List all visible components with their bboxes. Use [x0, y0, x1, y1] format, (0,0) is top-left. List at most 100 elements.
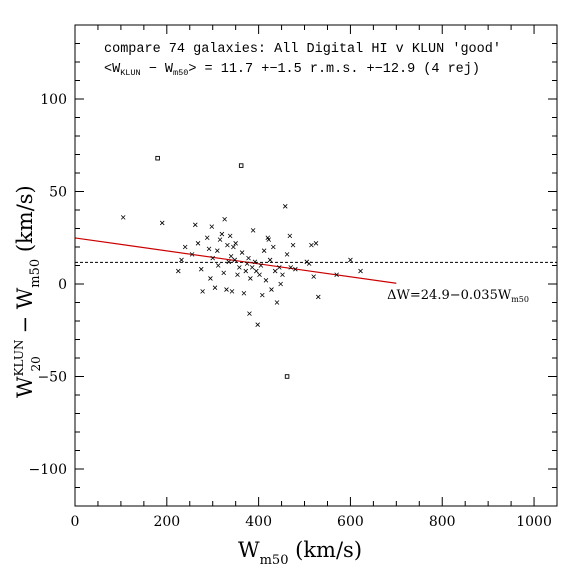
y-label-unit: (km/s)	[13, 185, 37, 259]
title2-close: > = 11.7 +−1.5 r.m.s. +−12.9 (4 rej)	[188, 62, 480, 77]
data-point	[231, 244, 236, 250]
title2-open: <W	[104, 62, 121, 77]
data-point	[313, 241, 319, 246]
data-point	[159, 220, 165, 226]
data-point	[243, 268, 249, 274]
data-point	[248, 276, 253, 281]
data-point	[247, 311, 252, 316]
data-point	[263, 278, 269, 283]
data-point	[260, 292, 265, 298]
fit-label-prefix: ΔW=24.9−0.035W	[387, 288, 512, 303]
data-point	[120, 215, 126, 220]
data-point	[232, 257, 238, 263]
rejected-point	[238, 163, 244, 168]
y-tick-label: −50	[37, 370, 67, 386]
data-point	[217, 237, 223, 242]
data-point	[261, 248, 267, 253]
data-point	[244, 261, 250, 266]
data-point	[358, 268, 363, 274]
data-points	[120, 204, 363, 327]
data-point	[282, 204, 288, 209]
data-point	[257, 272, 262, 278]
y-tick-label: 50	[49, 185, 67, 201]
fit-label: ΔW=24.9−0.035Wm50	[387, 288, 529, 304]
data-point	[334, 272, 339, 278]
data-point	[215, 248, 220, 253]
data-point	[266, 237, 272, 242]
x-tick-label: 200	[153, 514, 180, 530]
data-point	[309, 242, 314, 248]
x-tick-label: 1000	[516, 514, 552, 530]
fit-label-sub: m50	[511, 295, 529, 304]
data-point	[271, 244, 276, 250]
chart-title-line1: compare 74 galaxies: All Digital HI v KL…	[104, 42, 501, 57]
data-point	[229, 289, 235, 294]
data-point	[348, 257, 353, 263]
data-point	[182, 244, 188, 250]
data-point	[288, 265, 294, 270]
rejected-points	[155, 155, 290, 379]
data-point	[233, 241, 238, 246]
data-point	[225, 242, 230, 248]
title2-sub2: m50	[173, 68, 188, 78]
data-point	[311, 274, 316, 279]
data-point	[284, 252, 290, 257]
data-point	[209, 224, 215, 229]
y-tick-label: 0	[58, 277, 67, 293]
y-label-minus: −	[13, 309, 37, 340]
data-point	[219, 231, 225, 237]
rejected-point	[284, 374, 290, 379]
data-point	[208, 276, 213, 281]
data-point	[227, 233, 233, 239]
x-tick-label: 400	[245, 514, 272, 530]
y-label-sup1: KLUN	[12, 340, 26, 377]
data-point	[293, 266, 298, 272]
data-point	[274, 300, 280, 305]
data-point	[235, 272, 240, 278]
y-axis-label: WKLUN 20 − Wm50 (km/s)	[12, 185, 43, 398]
x-axis-label-sub: m50	[260, 553, 289, 568]
data-point	[252, 259, 258, 265]
data-point	[179, 257, 184, 263]
data-point	[239, 250, 245, 255]
tick-marks	[74, 24, 558, 507]
data-point	[176, 268, 181, 274]
data-point	[224, 287, 229, 292]
data-point	[215, 263, 221, 268]
data-point	[316, 294, 321, 300]
y-tick-label: −100	[29, 462, 67, 478]
data-point	[249, 265, 255, 270]
data-point	[280, 272, 285, 278]
y-label-w2: W	[13, 287, 37, 309]
chart-title-line2: <WKLUN − Wm50> = 11.7 +−1.5 r.m.s. +−12.…	[104, 62, 480, 78]
data-point	[278, 281, 283, 287]
data-point	[269, 287, 274, 292]
data-point	[206, 246, 212, 252]
data-point	[237, 265, 242, 270]
x-tick-label: 600	[337, 514, 364, 530]
x-tick-label: 0	[71, 514, 80, 530]
data-point	[250, 228, 256, 233]
data-point	[195, 241, 201, 246]
title2-sub1: KLUN	[120, 68, 140, 78]
data-point	[254, 268, 259, 274]
y-label-sub1: 20	[29, 356, 43, 371]
data-point	[228, 253, 234, 259]
x-tick-label: 800	[429, 514, 456, 530]
tick-labels: 0 200 400 600 800 1000 −100 −50 0 50 100	[29, 92, 552, 530]
plot-frame	[74, 24, 558, 507]
y-label-w1: W	[13, 376, 37, 398]
title2-mid: − W	[141, 62, 174, 77]
data-point	[222, 216, 227, 222]
x-axis-label-main: W	[238, 538, 260, 562]
x-axis-label: Wm50 (km/s)	[238, 538, 362, 568]
data-point	[226, 259, 232, 265]
rejected-point	[155, 155, 160, 161]
data-point	[192, 222, 198, 228]
y-tick-label: 100	[40, 92, 67, 108]
y-label-sub2: m50	[28, 259, 43, 288]
data-point	[210, 255, 215, 261]
data-point	[221, 270, 227, 276]
